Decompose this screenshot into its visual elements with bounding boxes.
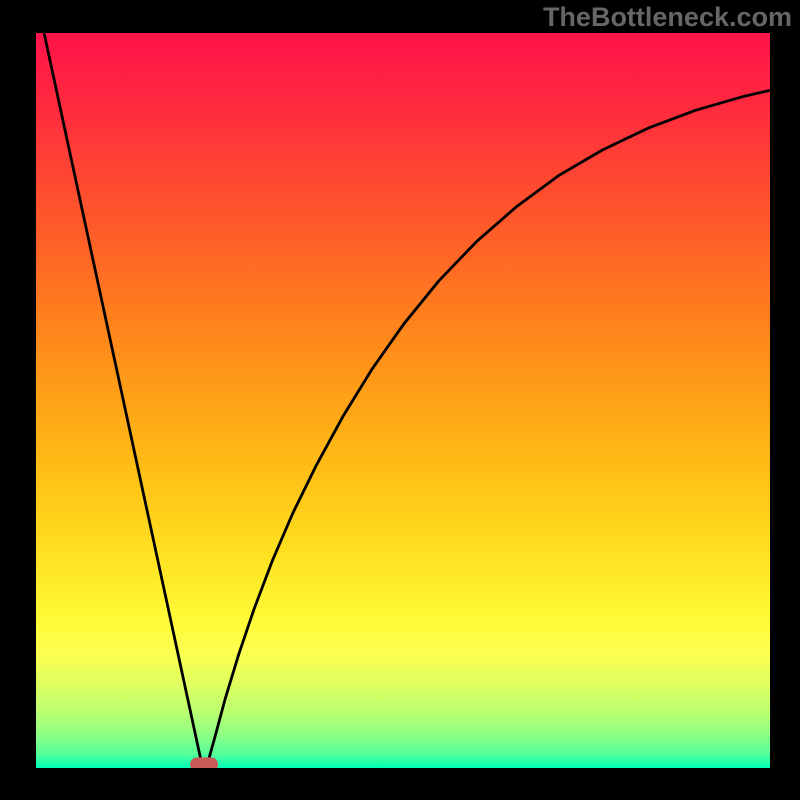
gradient-background — [36, 33, 770, 768]
chart-frame: TheBottleneck.com — [0, 0, 800, 800]
plot-area — [36, 33, 770, 768]
marker-point — [190, 757, 218, 768]
watermark-text: TheBottleneck.com — [543, 2, 792, 33]
